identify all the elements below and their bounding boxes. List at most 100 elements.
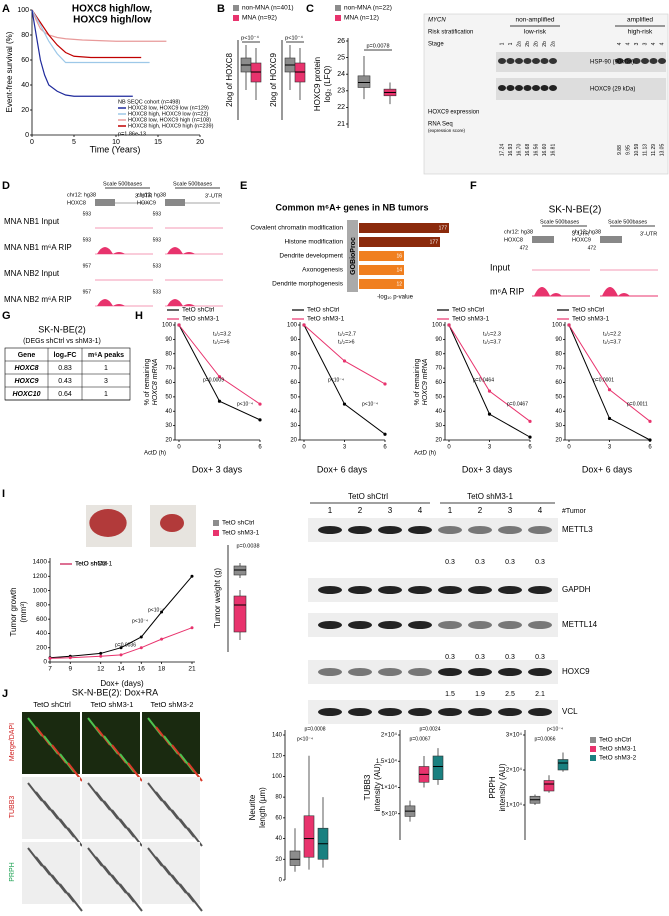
y-tick-label: 20 <box>165 438 172 444</box>
y-tick-label: 80 <box>275 795 282 801</box>
x-axis-title: Time (Years) <box>90 144 141 154</box>
blot-band <box>523 85 532 91</box>
blot-band <box>498 58 506 64</box>
blot-band <box>468 526 492 534</box>
legend-swatch <box>213 520 219 526</box>
blot-band <box>438 526 462 534</box>
column-header: TetO shM3-2 <box>151 700 194 709</box>
data-point <box>383 382 387 386</box>
blot-lane <box>496 52 666 72</box>
column-header: log₂FC <box>54 352 77 359</box>
y-tick-label: 70 <box>165 366 172 372</box>
x-tick-label: 21 <box>188 666 196 673</box>
lane-label: 3 <box>508 506 513 515</box>
data-point <box>567 323 571 327</box>
table-cell: 1 <box>104 365 108 372</box>
blot-band <box>498 621 522 629</box>
data-point <box>190 574 194 578</box>
chr-label: chr12: hg38 <box>572 229 601 235</box>
data-point <box>177 323 181 327</box>
panel-label: C <box>306 3 314 15</box>
blot-band <box>540 85 549 91</box>
row-label: TUBB3 <box>9 796 16 819</box>
y-tick-label: 60 <box>165 380 172 386</box>
rna-value: 13.05 <box>659 144 665 157</box>
data-point <box>99 651 103 655</box>
curve <box>31 9 142 59</box>
table-cell: HOXC9 <box>14 378 38 385</box>
rna-value: 11.29 <box>651 144 657 156</box>
blot-band <box>348 708 372 716</box>
panel-label: J <box>2 688 8 700</box>
blot-band <box>408 526 432 534</box>
data-point <box>119 653 123 657</box>
legend-label: TetO shCtrl <box>452 307 485 314</box>
title: HOXC8 high/low, <box>72 4 152 15</box>
y-tick-label: 100 <box>162 323 173 329</box>
row-label: Risk stratification <box>428 30 473 36</box>
blot-band <box>348 586 372 594</box>
table-cell: HOXC10 <box>12 391 40 398</box>
box <box>289 850 301 866</box>
blot-band <box>438 668 462 676</box>
data-point <box>160 637 164 641</box>
data-point <box>528 419 532 423</box>
p-value: p=0.0008 <box>305 726 326 732</box>
y-tick-label: 22 <box>337 104 345 111</box>
y-tick-label: 600 <box>36 616 47 623</box>
quant-label: 0.3 <box>505 654 515 661</box>
y-tick-label: 70 <box>435 366 442 372</box>
p-value: p=0.0024 <box>420 726 441 732</box>
cell <box>127 892 143 912</box>
track-label: Input <box>490 262 511 272</box>
box <box>357 75 371 88</box>
y-tick-label: 70 <box>290 366 297 372</box>
x-tick-label: 3 <box>343 445 347 451</box>
group-label: amplified <box>627 17 653 24</box>
y-tick-label: 1000 <box>33 587 48 594</box>
range-label: 533 <box>153 263 162 269</box>
blot-band <box>318 708 342 716</box>
x-axis-title: -log₁₀ p-value <box>377 295 414 301</box>
p-value: p<10⁻⁴ <box>285 34 303 41</box>
stage-label: 2b <box>542 41 548 47</box>
legend-label: TetO shM3-1 <box>182 316 220 323</box>
blot-band <box>498 668 522 676</box>
condition-label: Dox+ 3 days <box>192 464 243 474</box>
legend-label: TetO shCtrl <box>182 307 215 314</box>
category-label: Axonogenesis <box>302 267 344 274</box>
rna-value: 16.81 <box>550 144 556 157</box>
side-label: GOBioProc <box>350 237 357 275</box>
curve <box>31 9 150 64</box>
blot-band <box>549 58 557 64</box>
legend-label: HOXC8 low, HOXC9 low (n=129) <box>128 105 209 111</box>
legend-label: TetO shM3-2 <box>599 755 637 762</box>
panel-label: H <box>135 310 143 322</box>
p-value: p<10⁻⁴ <box>237 401 253 407</box>
panel-label: D <box>2 180 10 192</box>
data-point <box>258 402 262 406</box>
x-tick-label: 6 <box>648 445 652 451</box>
cell <box>187 892 203 912</box>
condition-label: Dox+ 6 days <box>317 464 368 474</box>
y-tick-label: 26 <box>337 38 345 45</box>
lane-label: 1 <box>448 506 453 515</box>
title: SK-N-BE(2): Dox+RA <box>72 687 158 697</box>
blot-band <box>528 526 552 534</box>
blot-band <box>348 621 372 629</box>
blot-band <box>532 85 540 91</box>
y-tick-label: 140 <box>272 733 283 739</box>
bar <box>359 223 449 233</box>
blot-band <box>408 668 432 676</box>
group-label: TetO shM3-1 <box>467 492 513 501</box>
y-tick-label: 1×10⁴ <box>506 802 523 809</box>
y-tick-label: 0 <box>43 659 47 666</box>
x-axis-title: ActD (h) <box>144 451 166 457</box>
y-axis-title: length (µm) <box>258 787 267 828</box>
p-value: p<10⁻⁴ <box>297 736 313 742</box>
legend-label: TetO shM3-1 <box>75 561 113 568</box>
peak <box>97 247 125 254</box>
y-tick-label: 90 <box>435 337 442 343</box>
data-point <box>447 323 451 327</box>
